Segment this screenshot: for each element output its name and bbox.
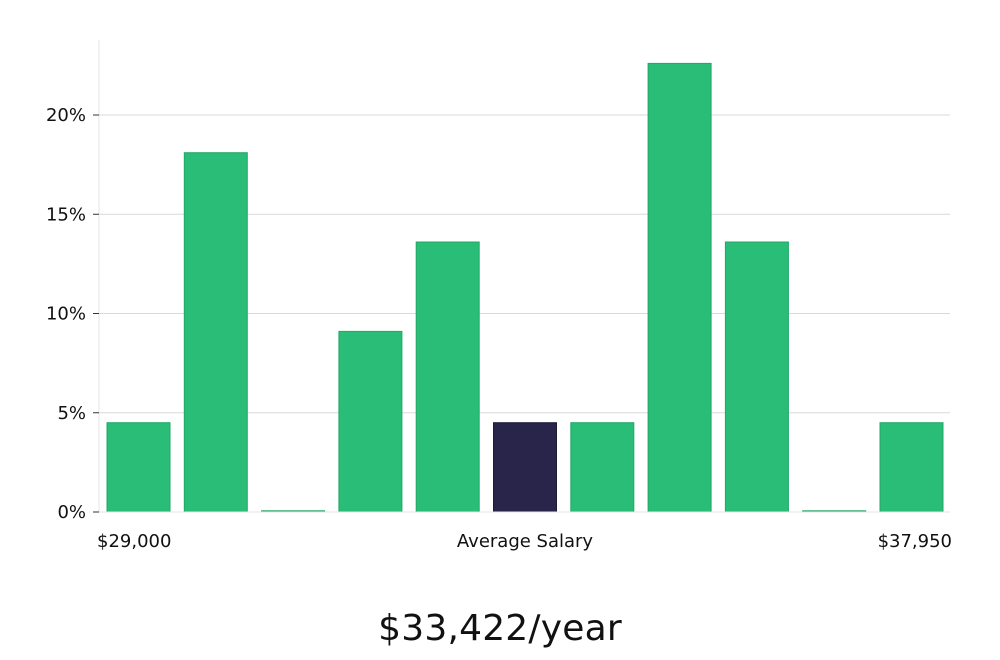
bar-9 [724,241,789,513]
bar-8 [647,62,712,513]
bar-4 [338,330,403,513]
bar-average-salary [493,422,557,513]
bar-2 [183,152,248,513]
bar-1 [106,422,171,513]
chart-svg: 0% 5% 10% 15% 20% $29,000 Average Salary $37… [46,40,952,552]
x-center-label: Average Salary [457,531,594,552]
salary-histogram: 0% 5% 10% 15% 20% $29,000 Average Salary $37… [46,40,952,552]
bar-11 [879,422,944,513]
y-tick-label-20: 20% [46,105,86,126]
x-max-label: $37,950 [878,531,952,552]
y-tick-labels: 0% 5% 10% 15% 20% [46,105,99,523]
y-tick-label-0: 0% [57,502,86,523]
axis-layer [98,40,950,513]
x-min-label: $29,000 [97,531,171,552]
y-tick-label-5: 5% [57,403,86,424]
bars-layer [106,62,944,513]
average-salary-value: $33,422/year [378,608,622,649]
bar-5 [415,241,480,513]
bar-7 [570,422,635,513]
y-tick-label-10: 10% [46,304,86,325]
y-tick-label-15: 15% [46,204,86,225]
